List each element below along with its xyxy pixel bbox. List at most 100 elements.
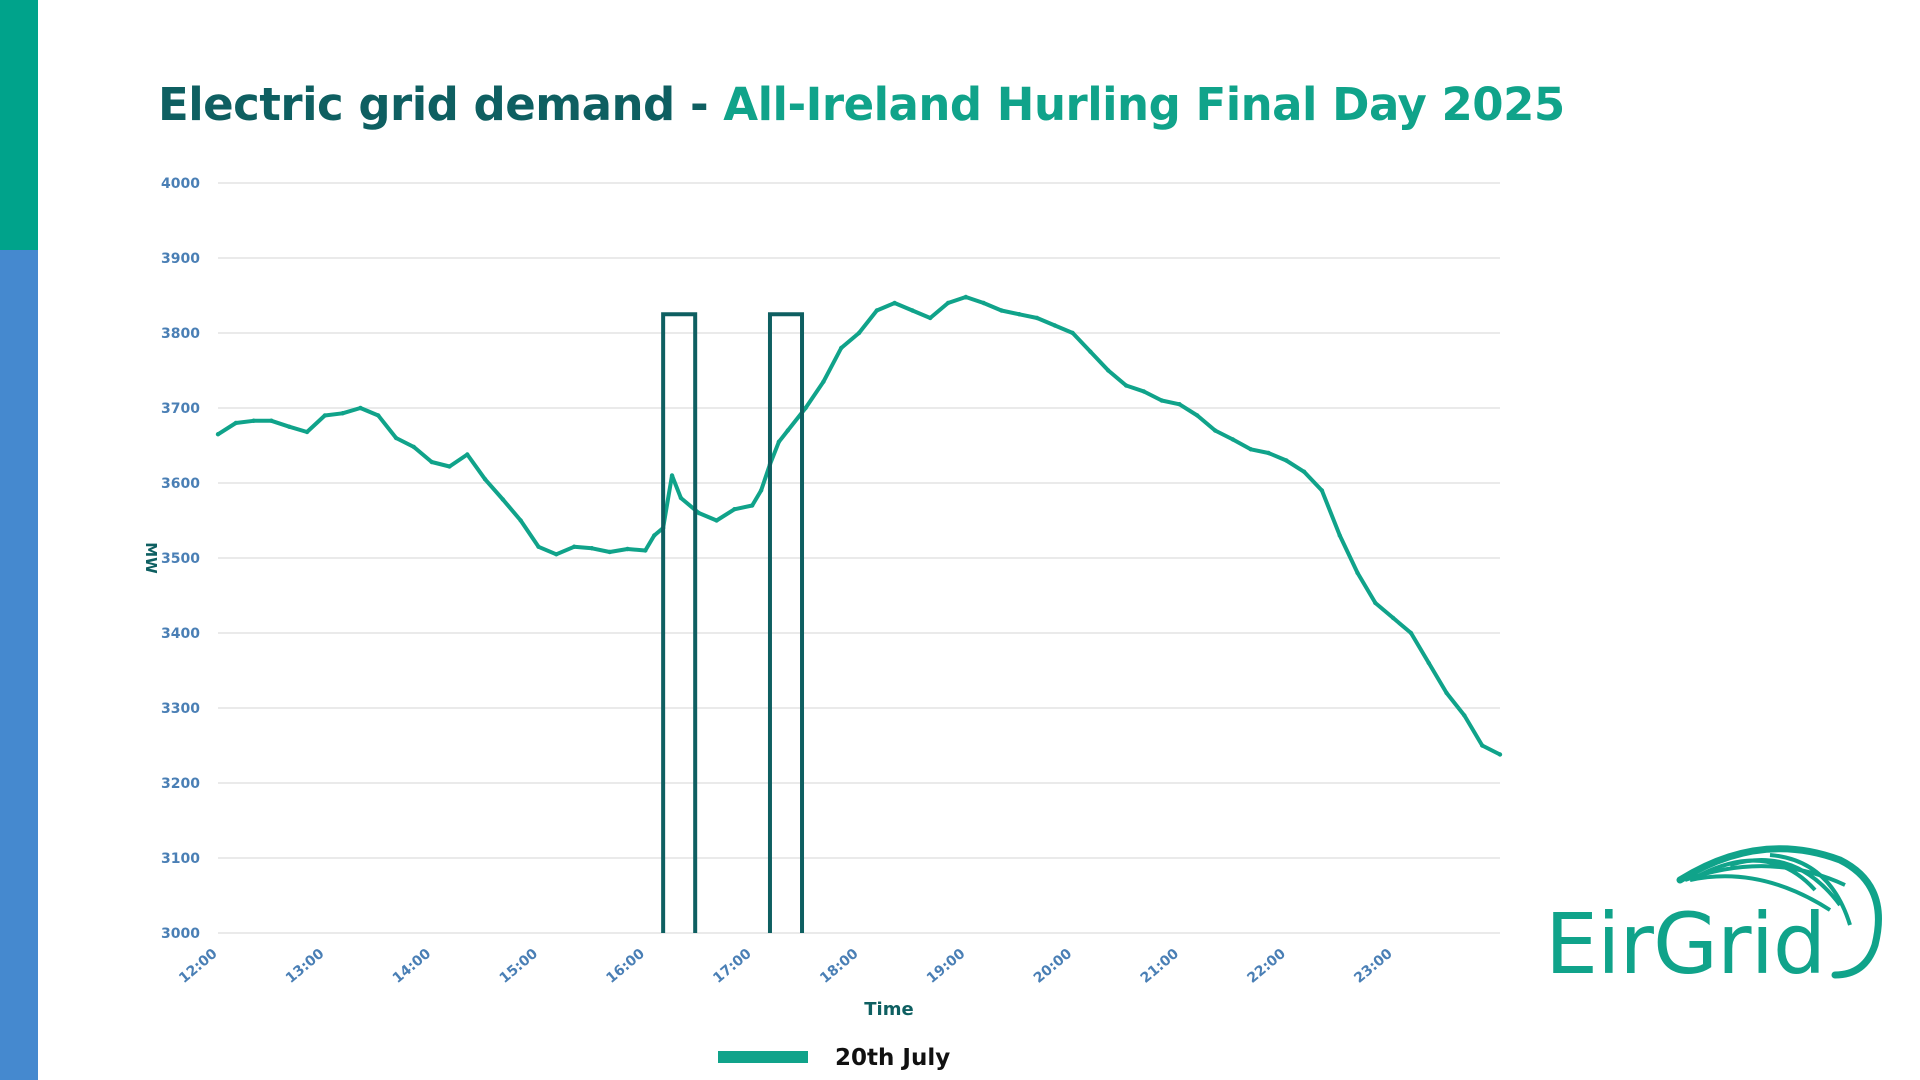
data-point xyxy=(945,300,951,306)
x-tick-label: 17:00 xyxy=(710,946,755,987)
data-point xyxy=(652,533,657,538)
data-point xyxy=(1212,428,1218,433)
data-point xyxy=(518,518,523,523)
data-point xyxy=(554,552,559,557)
y-tick-label: 3300 xyxy=(161,701,200,717)
data-point xyxy=(874,308,880,313)
x-tick-label: 12:00 xyxy=(176,946,221,987)
data-point xyxy=(1497,752,1503,757)
data-point xyxy=(1141,389,1147,394)
y-tick-label: 4000 xyxy=(161,176,200,192)
data-point xyxy=(536,544,541,549)
data-point xyxy=(1034,315,1040,321)
data-point xyxy=(1266,450,1271,456)
x-tick-label: 16:00 xyxy=(603,946,648,987)
data-point xyxy=(910,308,915,313)
y-tick-label: 3900 xyxy=(161,251,200,267)
title-part-2: All-Ireland Hurling Final Day 2025 xyxy=(723,78,1565,131)
data-point xyxy=(1106,368,1111,373)
data-point xyxy=(1248,447,1253,452)
data-point xyxy=(1088,349,1093,354)
x-tick-label: 22:00 xyxy=(1244,946,1289,987)
data-point xyxy=(732,507,737,512)
data-point xyxy=(1177,402,1182,407)
logo-wordmark: EirGrid xyxy=(1545,895,1826,993)
data-point xyxy=(1123,383,1129,388)
data-point xyxy=(1426,660,1431,666)
data-point xyxy=(1017,312,1022,317)
y-tick-label: 3000 xyxy=(161,926,200,942)
data-point xyxy=(340,411,345,416)
data-point xyxy=(1319,488,1325,493)
data-point xyxy=(1355,570,1360,576)
data-point xyxy=(358,405,363,411)
data-point xyxy=(963,294,969,300)
data-point xyxy=(322,413,328,418)
title-part-1: Electric grid demand - xyxy=(158,78,724,131)
highlight-period xyxy=(661,312,698,933)
data-point xyxy=(1337,533,1342,538)
x-tick-label: 20:00 xyxy=(1031,946,1076,987)
legend-label: 20th July xyxy=(835,1045,950,1071)
data-point xyxy=(1284,458,1289,463)
data-point xyxy=(981,300,986,306)
data-point xyxy=(1373,600,1378,606)
x-tick-label: 13:00 xyxy=(283,946,328,987)
x-axis-label: Time xyxy=(864,999,913,1020)
x-tick-label: 18:00 xyxy=(817,946,862,987)
data-point xyxy=(482,477,488,482)
data-point xyxy=(447,464,452,469)
accent-bar-bottom xyxy=(0,250,38,1080)
data-point xyxy=(1070,330,1075,336)
data-point xyxy=(892,300,897,306)
y-tick-label: 3200 xyxy=(161,776,200,792)
data-point xyxy=(625,546,630,552)
data-point xyxy=(758,488,764,493)
data-point xyxy=(1301,469,1307,474)
data-point xyxy=(429,459,434,465)
data-point xyxy=(215,432,221,437)
data-point xyxy=(571,544,577,549)
data-point xyxy=(233,420,239,426)
x-tick-label: 23:00 xyxy=(1351,946,1396,987)
data-point xyxy=(589,546,595,551)
x-tick-label: 14:00 xyxy=(390,946,435,987)
data-point xyxy=(269,418,274,423)
data-point xyxy=(304,429,310,435)
y-tick-label: 3700 xyxy=(161,401,200,417)
highlight-period xyxy=(767,312,805,933)
data-point xyxy=(803,405,808,411)
data-point xyxy=(287,424,292,429)
data-point xyxy=(1444,690,1449,696)
data-point xyxy=(1159,398,1164,403)
y-tick-label: 3600 xyxy=(161,476,200,492)
y-tick-label: 3500 xyxy=(161,551,200,567)
data-point xyxy=(856,330,862,336)
data-point xyxy=(1408,630,1414,636)
accent-bar-top xyxy=(0,0,38,250)
data-point xyxy=(999,308,1004,313)
data-point xyxy=(678,495,684,501)
data-point xyxy=(928,315,933,321)
data-point xyxy=(465,452,470,457)
x-tick-label: 15:00 xyxy=(497,946,542,987)
x-tick-label: 19:00 xyxy=(924,946,969,987)
data-point xyxy=(500,497,506,502)
data-point xyxy=(393,435,399,441)
data-point xyxy=(1195,413,1200,418)
data-point xyxy=(607,549,612,555)
data-point xyxy=(785,428,790,433)
y-tick-label: 3800 xyxy=(161,326,200,342)
y-axis-label: MW xyxy=(142,542,160,574)
eirgrid-arc-icon xyxy=(1676,845,1882,979)
series-line-20th-july xyxy=(216,295,1501,757)
data-point xyxy=(821,379,826,384)
data-point xyxy=(776,439,782,444)
data-point xyxy=(1390,615,1396,621)
y-tick-label: 3400 xyxy=(161,626,200,642)
data-point xyxy=(669,473,675,478)
data-point xyxy=(376,413,381,418)
data-point xyxy=(1230,437,1236,442)
data-point xyxy=(714,518,719,523)
